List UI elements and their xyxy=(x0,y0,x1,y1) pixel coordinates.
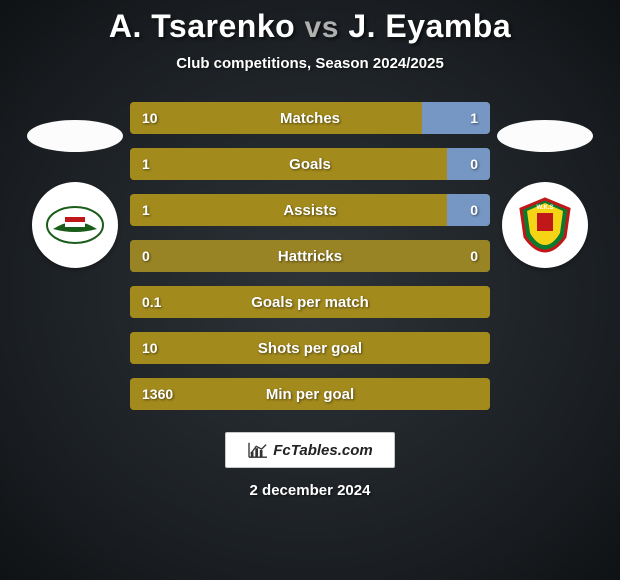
stat-label: Assists xyxy=(283,202,336,219)
stat-bars: Matches101Goals10Assists10Hattricks00Goa… xyxy=(130,102,490,410)
player2-name: J. Eyamba xyxy=(348,8,511,44)
stat-bar-fill-right xyxy=(447,194,490,226)
footer-date: 2 december 2024 xyxy=(250,482,371,499)
stat-value-left: 0.1 xyxy=(142,294,161,310)
brand-badge[interactable]: FcTables.com xyxy=(225,432,395,468)
player1-silhouette xyxy=(27,120,123,152)
brand-chart-icon xyxy=(247,441,269,459)
stat-label: Min per goal xyxy=(266,386,354,403)
stats-area: Matches101Goals10Assists10Hattricks00Goa… xyxy=(0,102,620,410)
stat-bar-fill-left xyxy=(130,102,422,134)
comparison-card: A. Tsarenko vs J. Eyamba Club competitio… xyxy=(0,0,620,580)
stat-bar: Min per goal 1360 xyxy=(130,378,490,410)
right-column: W.K.S xyxy=(490,102,600,268)
stat-label: Goals per match xyxy=(251,294,369,311)
subtitle: Club competitions, Season 2024/2025 xyxy=(176,55,444,72)
stat-bar: Goals 1 0 xyxy=(130,148,490,180)
stat-value-left: 1 xyxy=(142,202,150,218)
stat-value-right: 0 xyxy=(470,248,478,264)
stat-label: Matches xyxy=(280,110,340,127)
stat-value-left: 10 xyxy=(142,110,158,126)
stat-value-right: 1 xyxy=(470,110,478,126)
stat-value-right: 0 xyxy=(470,156,478,172)
stat-value-left: 10 xyxy=(142,340,158,356)
svg-text:W.K.S: W.K.S xyxy=(536,205,553,211)
stat-label: Shots per goal xyxy=(258,340,362,357)
stat-value-left: 1 xyxy=(142,156,150,172)
left-column xyxy=(20,102,130,268)
stat-label: Hattricks xyxy=(278,248,342,265)
stat-bar: Hattricks 0 0 xyxy=(130,240,490,272)
page-title: A. Tsarenko vs J. Eyamba xyxy=(109,8,511,45)
stat-value-left: 0 xyxy=(142,248,150,264)
stat-bar: Goals per match 0.1 xyxy=(130,286,490,318)
player2-club-crest: W.K.S xyxy=(502,182,588,268)
player1-name: A. Tsarenko xyxy=(109,8,295,44)
stat-bar-fill-right xyxy=(422,102,490,134)
stat-bar: Assists 1 0 xyxy=(130,194,490,226)
stat-bar-fill-right xyxy=(447,148,490,180)
vs-text: vs xyxy=(305,11,339,44)
stat-value-right: 0 xyxy=(470,202,478,218)
stat-bar: Shots per goal 10 xyxy=(130,332,490,364)
stat-bar: Matches 10 1 xyxy=(130,102,490,134)
stat-label: Goals xyxy=(289,156,331,173)
player1-club-crest xyxy=(32,182,118,268)
stat-value-left: 1360 xyxy=(142,386,173,402)
player2-silhouette xyxy=(497,120,593,152)
brand-text: FcTables.com xyxy=(273,442,372,459)
